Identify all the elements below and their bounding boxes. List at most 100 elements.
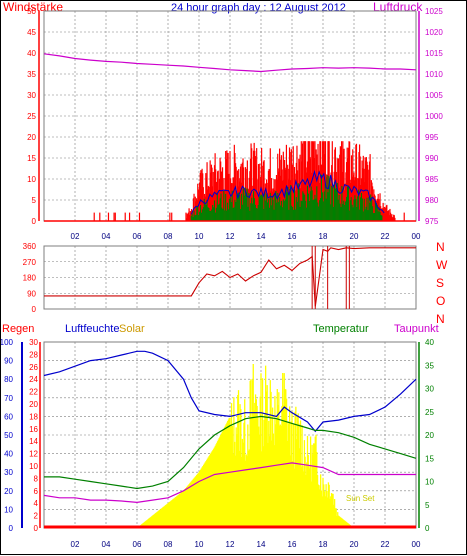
humidity-tick-label: 100 <box>1 338 14 347</box>
temperature-tick-label: 10 <box>425 478 434 487</box>
humidity-tick-label: 80 <box>4 375 13 384</box>
humidity-tick-label: 30 <box>4 468 13 477</box>
x-tick-label: 06 <box>133 232 142 241</box>
pressure-tick-label: 975 <box>425 217 439 226</box>
humidity-tick-label: 90 <box>4 357 13 366</box>
x-tick-label: 12 <box>226 232 235 241</box>
temperature-tick-label: 15 <box>425 454 434 463</box>
sunset-annotation: Sun Set <box>346 494 375 503</box>
rain-tick-label: 12 <box>29 450 38 459</box>
x-tick-label: 04 <box>102 540 111 549</box>
direction-tick-label: 180 <box>23 274 37 283</box>
x-tick-label: 02 <box>71 232 80 241</box>
pressure-tick-label: 1010 <box>425 70 443 79</box>
solar-axis-title: Solar <box>119 323 145 335</box>
x-tick-label: 14 <box>257 232 266 241</box>
direction-tick-label: 360 <box>23 242 37 251</box>
pressure-tick-label: 1020 <box>425 28 443 37</box>
temperature-tick-label: 5 <box>425 501 430 510</box>
wind-tick-label: 25 <box>27 112 36 121</box>
humidity-tick-label: 50 <box>4 431 13 440</box>
temperature-tick-label: 35 <box>425 361 434 370</box>
x-tick-label: 12 <box>226 540 235 549</box>
temperature-tick-label: 0 <box>425 524 430 533</box>
rain-tick-label: 4 <box>34 499 39 508</box>
x-tick-label: 22 <box>381 540 390 549</box>
wind-tick-label: 50 <box>27 7 36 16</box>
pressure-tick-label: 1015 <box>425 49 443 58</box>
wind-tick-label: 0 <box>32 217 37 226</box>
pressure-tick-label: 1005 <box>425 91 443 100</box>
humidity-tick-label: 10 <box>4 505 13 514</box>
wind-tick-label: 35 <box>27 70 36 79</box>
wind-tick-label: 45 <box>27 28 36 37</box>
temperature-tick-label: 30 <box>425 385 434 394</box>
solar-series <box>137 363 354 528</box>
x-tick-label: 14 <box>257 540 266 549</box>
pressure-tick-label: 980 <box>425 196 439 205</box>
temperature-line <box>44 415 417 490</box>
humidity-tick-label: 70 <box>4 394 13 403</box>
pressure-tick-label: 990 <box>425 154 439 163</box>
wind-pressure-panel: 0510152025303540455097598098599099510001… <box>27 7 443 241</box>
rain-tick-label: 22 <box>29 388 38 397</box>
wind-tick-label: 10 <box>27 175 36 184</box>
temperature-tick-label: 40 <box>425 338 434 347</box>
wind-mean-series <box>190 174 383 221</box>
wind-tick-label: 20 <box>27 133 36 142</box>
rain-tick-label: 28 <box>29 350 38 359</box>
x-tick-label: 16 <box>288 232 297 241</box>
rain-tick-label: 30 <box>29 338 38 347</box>
x-tick-label: 20 <box>350 232 359 241</box>
x-tick-label: 20 <box>350 540 359 549</box>
x-tick-label: 18 <box>319 540 328 549</box>
pressure-tick-label: 985 <box>425 175 439 184</box>
temperature-axis-title: Temperatur <box>313 323 369 335</box>
compass-n-bottom: N <box>436 312 445 326</box>
wind-tick-label: 40 <box>27 49 36 58</box>
rain-tick-label: 24 <box>29 375 38 384</box>
rain-tick-label: 2 <box>34 512 39 521</box>
rain-tick-label: 18 <box>29 412 38 421</box>
humidity-tick-label: 20 <box>4 487 13 496</box>
pressure-tick-label: 995 <box>425 133 439 142</box>
rain-tick-label: 16 <box>29 425 38 434</box>
x-tick-label: 04 <box>102 232 111 241</box>
humidity-tick-label: 40 <box>4 450 13 459</box>
rain-axis-title: Regen <box>2 323 34 335</box>
temperature-tick-label: 20 <box>425 431 434 440</box>
pressure-line <box>43 53 417 73</box>
climate-panel: 0102030405060708090100024681012141618202… <box>1 338 434 549</box>
x-tick-label: 08 <box>164 232 173 241</box>
x-tick-label: 10 <box>195 232 204 241</box>
rain-tick-label: 26 <box>29 363 38 372</box>
rain-tick-label: 14 <box>29 437 38 446</box>
rain-tick-label: 0 <box>34 524 39 533</box>
compass-n-top: N <box>436 240 445 254</box>
pressure-tick-label: 1025 <box>425 7 443 16</box>
wind-direction-line <box>44 247 416 307</box>
x-tick-label: 08 <box>164 540 173 549</box>
x-tick-label: 02 <box>71 540 80 549</box>
direction-tick-label: 0 <box>32 305 37 314</box>
wind-tick-label: 15 <box>27 154 36 163</box>
dewpoint-axis-title: Taupunkt <box>394 323 439 335</box>
wind-direction-panel: 0 90 180 270 360 <box>23 242 417 314</box>
wind-tick-label: 5 <box>32 196 37 205</box>
pressure-tick-label: 1000 <box>425 112 443 121</box>
x-tick-label: 16 <box>288 540 297 549</box>
direction-tick-label: 90 <box>27 289 36 298</box>
graph-title: 24 hour graph day : 12 August 2012 <box>171 2 346 14</box>
wind-tick-label: 30 <box>27 91 36 100</box>
wind-average-line <box>190 169 385 215</box>
x-tick-label: 22 <box>381 232 390 241</box>
dewpoint-line <box>43 462 416 504</box>
humidity-tick-label: 60 <box>4 412 13 421</box>
x-tick-label: 00 <box>412 232 421 241</box>
temperature-tick-label: 25 <box>425 408 434 417</box>
x-tick-label: 10 <box>195 540 204 549</box>
x-tick-label: 06 <box>133 540 142 549</box>
humidity-tick-label: 0 <box>9 524 14 533</box>
